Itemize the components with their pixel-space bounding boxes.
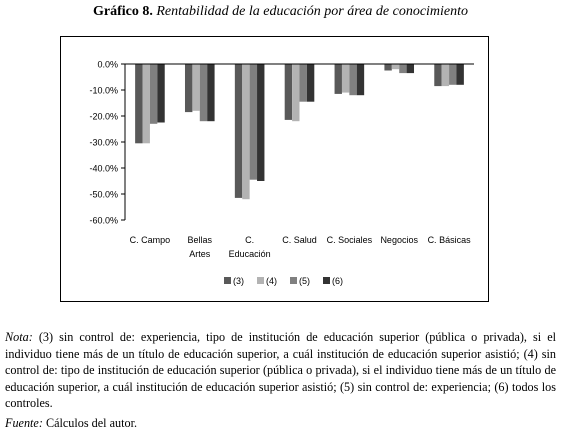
y-tick-label: -50.0% [89,190,118,200]
y-tick-label: -60.0% [89,216,118,226]
category-label: C. [245,235,254,245]
category-label: Bellas [188,235,213,245]
legend-label: (6) [332,276,343,286]
bar [149,64,158,124]
bar [406,64,415,74]
bar [334,64,342,94]
bar [135,64,143,144]
bar [199,64,208,122]
bar [456,64,464,85]
legend-label: (3) [233,276,244,286]
figure-label: Gráfico 8. [92,4,153,19]
bar [157,64,165,123]
figure-title: Gráfico 8. Rentabilidad de la educación … [0,4,561,20]
y-tick-label: 0.0% [97,60,118,70]
bar [184,64,193,113]
legend-swatch [323,277,330,284]
category-label: C. Sociales [327,235,373,245]
bar [192,64,200,111]
category-label: C. Campo [130,235,171,245]
bar [299,64,307,102]
y-tick-label: -20.0% [89,112,118,122]
bar [257,64,265,181]
bar [384,64,392,71]
category-label: C. Salud [282,235,317,245]
chart-frame [60,36,489,302]
y-tick-label: -10.0% [89,86,118,96]
source-text: Cálculos del autor. [45,416,138,430]
bar [356,64,365,96]
bar [292,64,300,122]
bar [142,64,150,144]
bar [341,64,350,93]
legend-swatch [290,277,297,284]
bar [306,64,315,102]
bar [249,64,258,180]
bar [449,64,457,85]
bar [349,64,357,96]
bar [234,64,243,198]
source-label: Fuente: [5,416,43,430]
y-tick-label: -40.0% [89,164,118,174]
legend-swatch [257,277,264,284]
bar-chart: 0.0% -10.0% -20.0% -30.0% -40.0% -50.0% -60.0%… [89,60,474,286]
category-label: Educación [229,249,271,259]
bar [441,64,450,87]
category-label: Negocios [380,235,418,245]
legend-label: (4) [266,276,277,286]
figure-title-text: Rentabilidad de la educación por área de… [156,4,469,19]
category-label: C. Básicas [428,235,472,245]
y-tick-label: -30.0% [89,138,118,148]
note-text: (3) sin control de: experiencia, tipo de… [5,330,556,411]
note-label: Nota: [5,330,33,344]
bar [242,64,250,200]
bar [399,64,407,74]
legend-label: (5) [299,276,310,286]
bar [434,64,442,87]
legend-swatch [224,277,231,284]
chart-note: Nota: (3) sin control de: experiencia, t… [5,329,556,412]
bar [391,64,400,70]
bar [207,64,215,122]
chart-source: Fuente: Cálculos del autor. [5,415,556,431]
bar [284,64,293,120]
category-label: Artes [189,249,211,259]
